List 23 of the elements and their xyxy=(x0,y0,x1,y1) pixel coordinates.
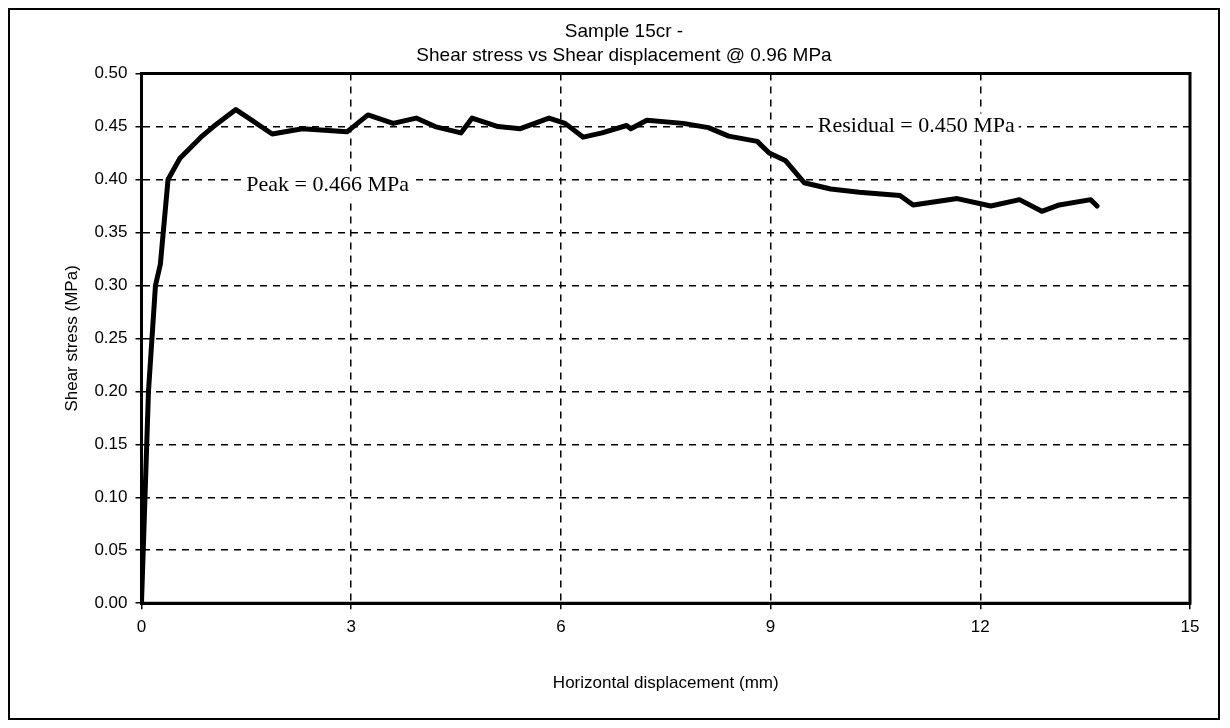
y-tick-label: 0.20 xyxy=(94,381,128,401)
y-tick-label: 0.05 xyxy=(94,539,128,559)
chart-subtitle: Shear stress vs Shear displacement @ 0.96 MPa xyxy=(416,44,833,66)
chart-title: Sample 15cr - xyxy=(564,19,684,41)
y-tick-label: 0.45 xyxy=(94,116,128,136)
x-tick-label: 6 xyxy=(556,617,566,637)
y-axis-title: Shear stress (MPa) xyxy=(61,265,81,412)
x-tick-label: 0 xyxy=(136,617,147,637)
y-tick-label: 0.35 xyxy=(94,222,128,242)
x-axis-title: Horizontal displacement (mm) xyxy=(552,673,779,693)
x-tick-label: 15 xyxy=(1180,617,1200,637)
y-tick-label: 0.40 xyxy=(94,169,128,189)
y-tick-label: 0.30 xyxy=(94,275,128,295)
y-tick-label: 0.00 xyxy=(94,592,128,612)
y-tick-label: 0.15 xyxy=(94,434,128,454)
y-tick-label: 0.50 xyxy=(94,63,128,83)
annotation: Peak = 0.466 MPa xyxy=(246,170,410,196)
x-tick-label: 12 xyxy=(970,617,990,637)
y-tick-label: 0.25 xyxy=(94,328,128,348)
y-tick-label: 0.10 xyxy=(94,486,128,506)
x-tick-label: 9 xyxy=(765,617,776,637)
x-tick-label: 3 xyxy=(346,617,356,637)
annotation: Residual = 0.450 MPa xyxy=(817,112,1015,138)
